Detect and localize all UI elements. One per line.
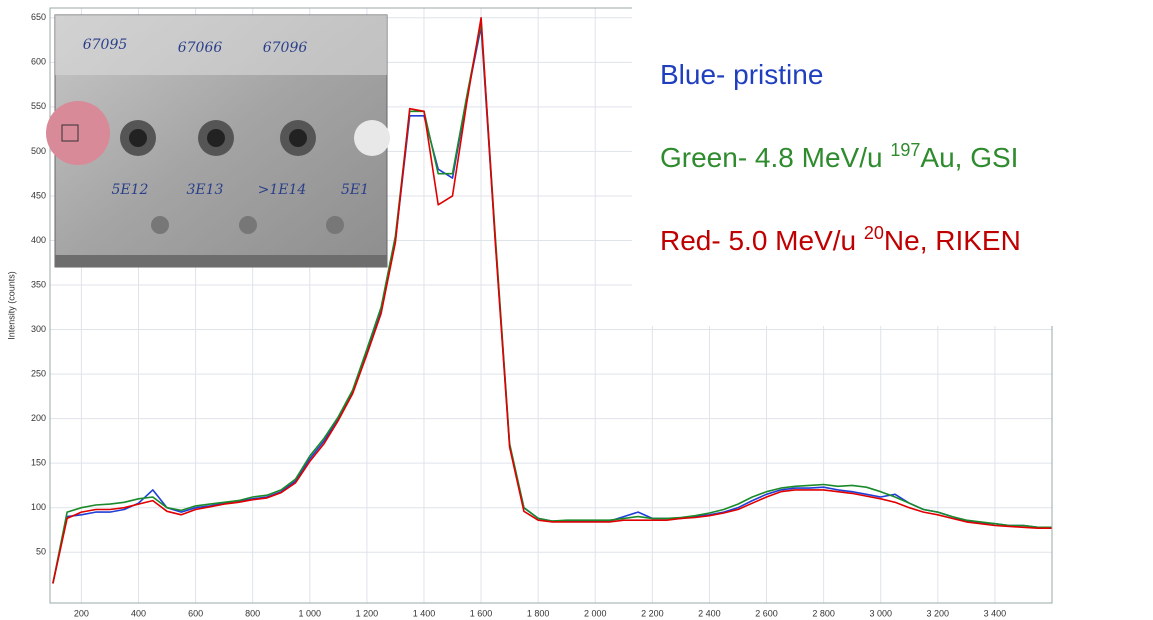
legend-text: Red- 5.0 MeV/u — [660, 225, 864, 256]
y-tick-label: 50 — [36, 547, 46, 557]
y-tick-label: 250 — [31, 368, 46, 378]
legend-entry: Blue- pristine — [660, 59, 823, 90]
x-tick-label: 2 000 — [584, 608, 607, 618]
y-tick-label: 550 — [31, 101, 46, 111]
y-tick-label: 100 — [31, 502, 46, 512]
x-tick-label: 3 400 — [984, 608, 1007, 618]
x-tick-label: 2 800 — [812, 608, 835, 618]
x-tick-label: 600 — [188, 608, 203, 618]
inset-photo — [46, 14, 390, 268]
y-tick-label: 150 — [31, 458, 46, 468]
legend-superscript: 20 — [864, 223, 884, 243]
legend-text: Au, GSI — [920, 142, 1018, 173]
y-tick-label: 450 — [31, 190, 46, 200]
legend-box — [632, 0, 1153, 326]
legend-entry: Red- 5.0 MeV/u 20Ne, RIKEN — [660, 223, 1021, 256]
legend-superscript: 197 — [890, 140, 920, 160]
inset-label: 3E13 — [187, 182, 224, 198]
x-tick-label: 1 400 — [413, 608, 436, 618]
inset-label: >1E14 — [258, 182, 307, 198]
x-tick-label: 1 200 — [356, 608, 379, 618]
x-tick-label: 200 — [74, 608, 89, 618]
inset-label: 67096 — [263, 40, 308, 56]
x-tick-label: 1 000 — [299, 608, 322, 618]
inset-label: 67066 — [178, 40, 223, 56]
x-tick-label: 1 800 — [527, 608, 550, 618]
inset-label: 5E12 — [112, 182, 149, 198]
legend-text: Ne, RIKEN — [884, 225, 1021, 256]
x-tick-label: 3 200 — [927, 608, 950, 618]
y-axis-label: Intensity (counts) — [6, 271, 16, 340]
legend-entry: Green- 4.8 MeV/u 197Au, GSI — [660, 140, 1018, 173]
x-tick-label: 2 200 — [641, 608, 664, 618]
legend-text: Blue- pristine — [660, 59, 823, 90]
legend-text: Green- 4.8 MeV/u — [660, 142, 890, 173]
y-tick-label: 600 — [31, 57, 46, 67]
y-tick-label: 350 — [31, 279, 46, 289]
y-tick-label: 650 — [31, 12, 46, 22]
inset-label: 5E1 — [341, 182, 369, 198]
x-tick-label: 1 600 — [470, 608, 493, 618]
y-tick-label: 500 — [31, 146, 46, 156]
x-tick-label: 800 — [245, 608, 260, 618]
x-tick-label: 400 — [131, 608, 146, 618]
x-tick-label: 2 600 — [755, 608, 778, 618]
series-line — [52, 17, 1052, 584]
y-tick-label: 300 — [31, 324, 46, 334]
x-tick-label: 3 000 — [869, 608, 892, 618]
inset-label: 67095 — [83, 37, 128, 53]
y-tick-label: 200 — [31, 413, 46, 423]
x-tick-label: 2 400 — [698, 608, 721, 618]
y-tick-label: 400 — [31, 235, 46, 245]
